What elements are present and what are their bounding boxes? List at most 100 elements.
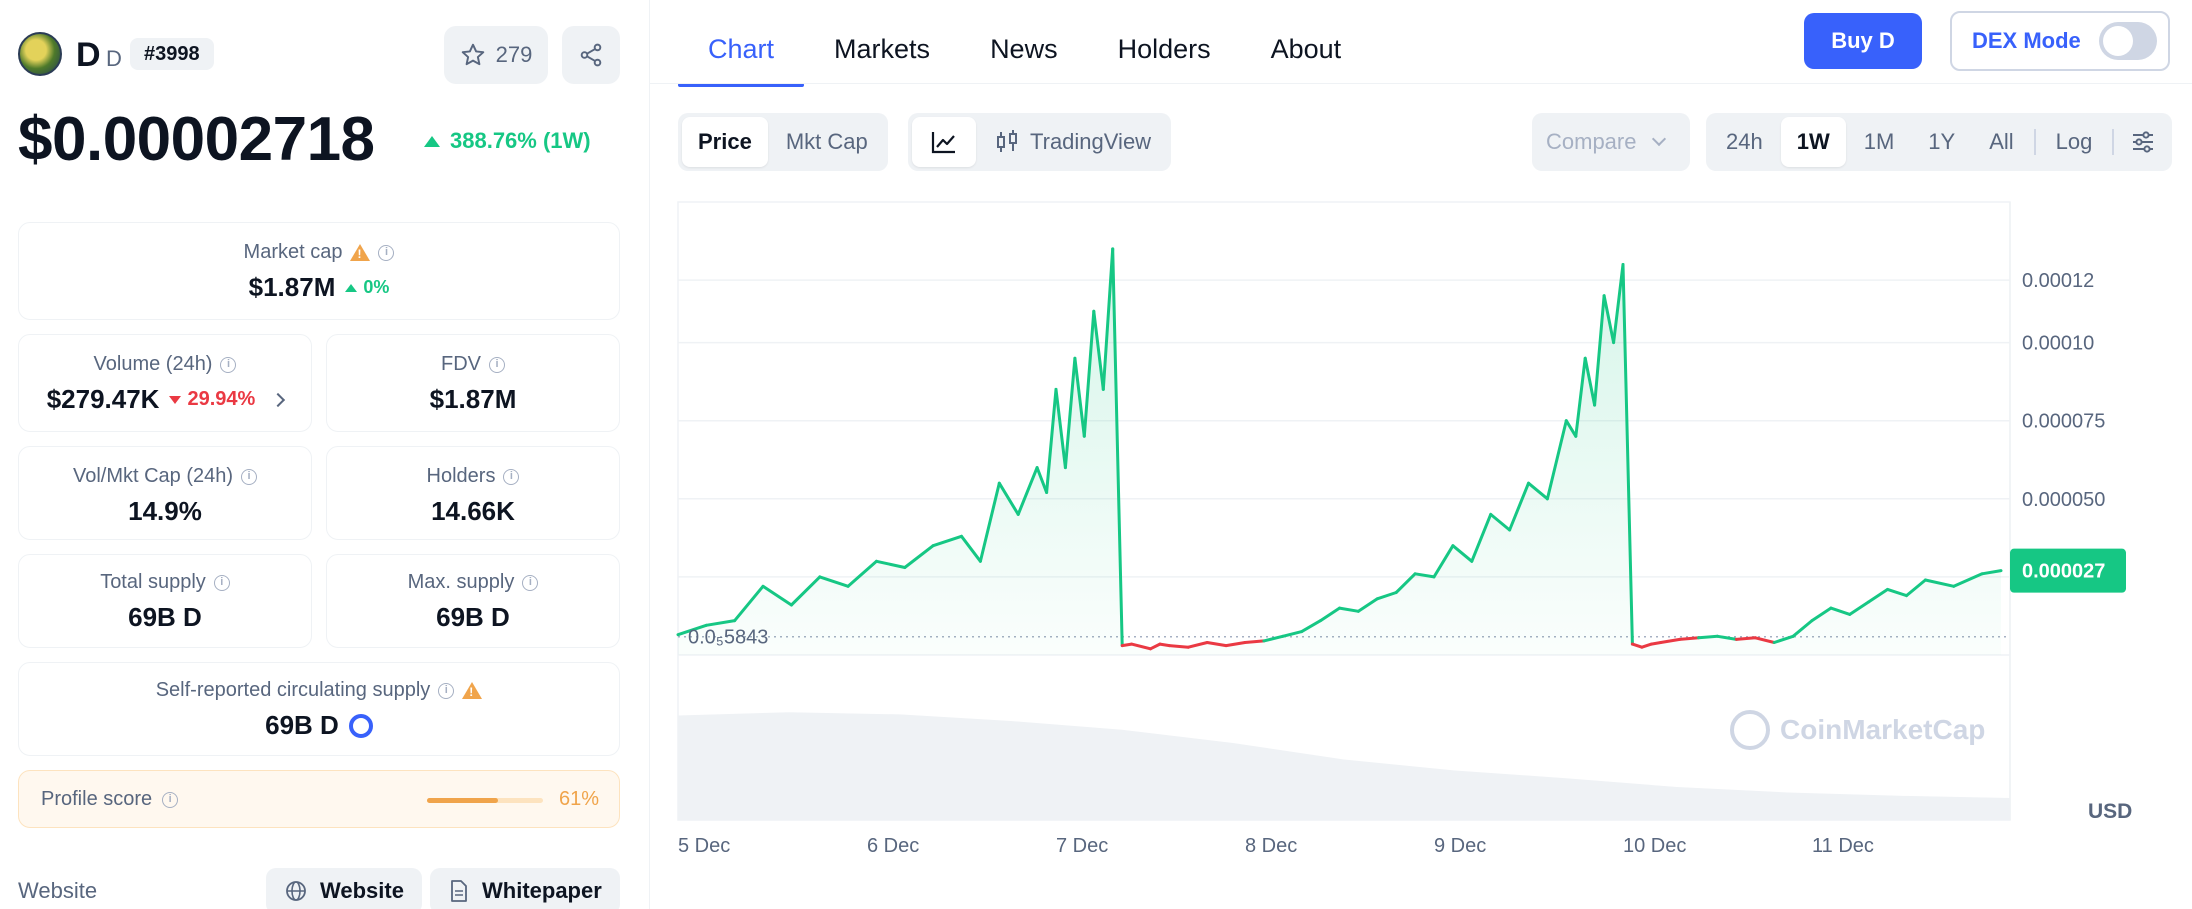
tab-holders[interactable]: Holders xyxy=(1117,34,1211,64)
line-chart-button[interactable] xyxy=(912,117,976,167)
price-line-segment xyxy=(1300,619,1323,634)
holders-value: 14.66K xyxy=(431,496,515,526)
coin-symbol: D xyxy=(106,46,122,71)
info-icon[interactable]: i xyxy=(241,468,258,485)
x-tick-label: 11 Dec xyxy=(1812,835,1874,857)
profile-score-value: 61% xyxy=(558,788,599,810)
circulating-label: Self-reported circulating supply xyxy=(155,679,431,701)
website-link[interactable]: Website xyxy=(266,868,422,909)
compare-dropdown[interactable]: Compare xyxy=(1532,113,1690,171)
price-line-segment xyxy=(1489,512,1512,532)
coinmarketcap-logo-icon xyxy=(1730,710,1770,750)
chevron-right-icon[interactable] xyxy=(271,392,286,407)
range-1w[interactable]: 1W xyxy=(1780,117,1846,167)
price-line-segment xyxy=(1564,419,1578,438)
max-supply-value: 69B D xyxy=(436,602,510,632)
x-tick-label: 9 Dec xyxy=(1434,835,1486,857)
coin-name: D xyxy=(76,36,101,74)
price-line-segment xyxy=(1716,634,1738,641)
info-icon[interactable]: i xyxy=(162,791,179,808)
price-mode-button[interactable]: Price xyxy=(682,117,768,167)
tab-markets[interactable]: Markets xyxy=(834,34,931,64)
max-supply-card: Max. supply i 69B D xyxy=(326,554,620,648)
up-arrow-icon xyxy=(424,135,440,147)
price-line-segment xyxy=(1092,309,1105,391)
range-all[interactable]: All xyxy=(1989,129,2014,154)
price-line-segment xyxy=(1527,481,1549,501)
price-line-segment xyxy=(1772,634,1795,644)
toggle-switch[interactable] xyxy=(2098,22,2157,60)
price-line-segment xyxy=(1952,572,1984,588)
vol-mkt-cap-label-row: Vol/Mkt Cap (24h) i xyxy=(19,465,311,488)
fdv-value: $1.87M xyxy=(429,384,517,414)
info-icon[interactable]: i xyxy=(503,468,520,485)
vol-mkt-cap-label: Vol/Mkt Cap (24h) xyxy=(72,465,234,487)
candlestick-icon xyxy=(997,130,1017,152)
range-24h[interactable]: 24h xyxy=(1726,129,1763,154)
chart-settings-button[interactable] xyxy=(2118,117,2168,167)
price-line-segment xyxy=(1432,544,1455,579)
market-cap-change: 0% xyxy=(345,277,389,298)
tab-chart[interactable]: Chart xyxy=(678,30,805,87)
price-line-segment xyxy=(733,584,765,623)
circulating-value: 69B D xyxy=(265,710,339,740)
price-line-segment xyxy=(1630,642,1644,649)
price-line-segment xyxy=(704,619,737,627)
price-chart[interactable]: 0.00012 0.00010 0.000075 0.000050 0.0₅5843 0.… xyxy=(650,190,2192,870)
x-tick-label: 6 Dec xyxy=(867,835,919,857)
x-tick-label: 7 Dec xyxy=(1056,835,1108,857)
whitepaper-link[interactable]: Whitepaper xyxy=(430,868,620,909)
price-line-segment xyxy=(1035,466,1049,494)
warning-icon[interactable] xyxy=(350,244,371,261)
info-icon[interactable]: i xyxy=(220,356,237,373)
market-cap-value: $1.87M xyxy=(248,272,336,302)
info-icon[interactable]: i xyxy=(378,244,395,261)
document-icon xyxy=(451,880,467,902)
price-line-segment xyxy=(1338,606,1360,613)
price-line-segment xyxy=(1649,641,1663,646)
price-line-segment xyxy=(1262,634,1285,643)
info-icon[interactable]: i xyxy=(213,574,230,591)
rank-badge: #3998 xyxy=(130,38,214,70)
price-line-segment xyxy=(1545,419,1568,501)
y-tick-label: 0.00012 xyxy=(2022,270,2094,292)
price-line-segment xyxy=(1413,572,1436,579)
tab-about[interactable]: About xyxy=(1270,34,1342,64)
volume-card[interactable]: Volume (24h) i $279.47K 29.94% xyxy=(18,334,312,432)
price-line-segment xyxy=(1167,644,1190,649)
dex-mode-label: DEX Mode xyxy=(1972,28,2081,53)
vol-mkt-cap-value: 14.9% xyxy=(128,496,202,526)
price-line-segment xyxy=(1574,356,1587,438)
range-1m[interactable]: 1M xyxy=(1863,129,1895,154)
price-line-segment xyxy=(1205,641,1228,648)
price-line-segment xyxy=(818,575,850,588)
supply-ring-icon xyxy=(348,713,373,738)
share-button[interactable] xyxy=(562,26,620,84)
profile-score-fill xyxy=(427,798,498,803)
warning-icon[interactable] xyxy=(462,682,483,699)
watchlist-button[interactable]: 279 xyxy=(444,26,548,84)
profile-score-label: Profile score xyxy=(41,788,153,810)
total-supply-label-row: Total supply i xyxy=(19,571,311,594)
price-line-segment xyxy=(1753,636,1776,644)
website-link-label: Website xyxy=(320,878,404,903)
range-1y[interactable]: 1Y xyxy=(1928,129,1956,154)
dex-mode-toggle[interactable]: DEX Mode xyxy=(1950,11,2170,71)
tradingview-button[interactable]: TradingView xyxy=(978,117,1167,167)
info-icon[interactable]: i xyxy=(522,574,539,591)
tab-news[interactable]: News xyxy=(990,34,1058,64)
website-section-label: Website xyxy=(18,878,98,903)
info-icon[interactable]: i xyxy=(438,682,455,699)
y-tick-label: 0.00010 xyxy=(2022,333,2094,355)
baseline-label: 0.0₅5843 xyxy=(688,627,768,649)
log-scale-button[interactable]: Log xyxy=(2055,129,2093,154)
mkt-cap-mode-button[interactable]: Mkt Cap xyxy=(785,129,868,154)
profile-score-bar[interactable]: Profile score i 61% xyxy=(18,770,620,828)
buy-button[interactable]: Buy D xyxy=(1804,13,1922,69)
price-line-segment xyxy=(1593,294,1606,407)
price-line-segment xyxy=(1149,642,1162,651)
whitepaper-link-label: Whitepaper xyxy=(482,878,602,903)
info-icon[interactable]: i xyxy=(489,356,505,373)
x-tick-label: 10 Dec xyxy=(1623,835,1686,857)
price-line-segment xyxy=(1281,630,1304,638)
